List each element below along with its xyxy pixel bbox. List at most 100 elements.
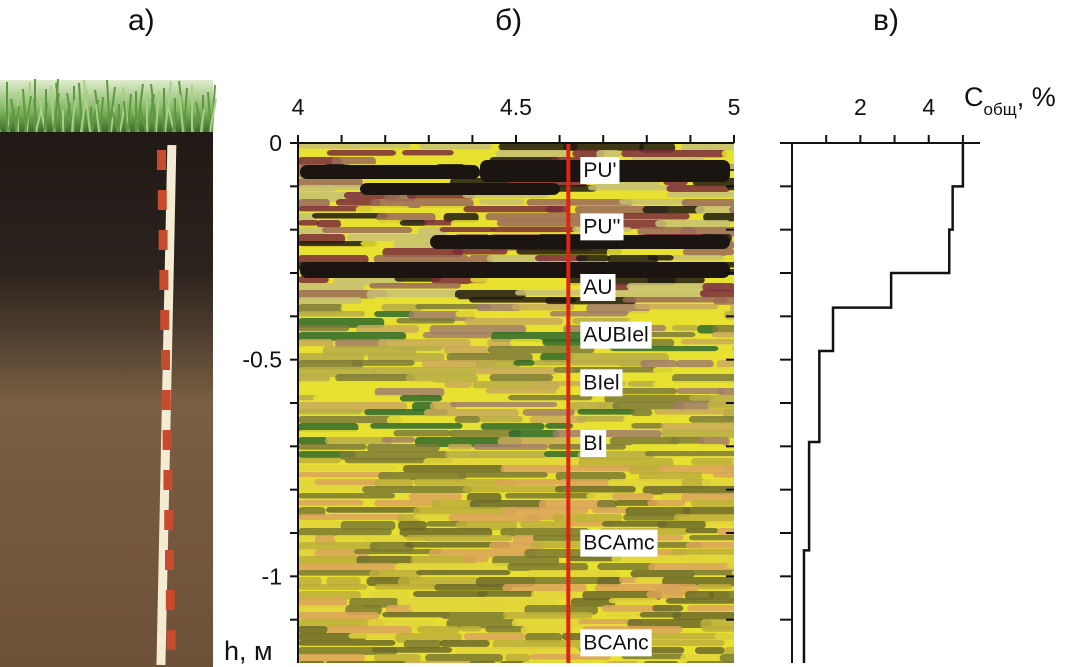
radargram-band [511, 304, 575, 311]
radargram-band [491, 227, 577, 233]
radargram-band [687, 556, 734, 565]
radargram-band [505, 493, 596, 499]
radargram-band [448, 430, 521, 437]
radargram-band [298, 626, 328, 634]
radargram-band [513, 360, 536, 366]
radargram-band [665, 598, 734, 604]
radargram-band [688, 416, 734, 423]
radargram-band [470, 451, 548, 459]
horizon-label-box [580, 369, 623, 397]
radargram-band [312, 395, 422, 402]
horizon-label: AU [580, 274, 616, 301]
radargram-band [689, 535, 734, 541]
measuring-rod [156, 144, 177, 666]
carbon-axis-label: Собщ, % [964, 82, 1056, 119]
radargram-band [576, 255, 610, 262]
radargram-band [434, 584, 513, 591]
rod-stripe [161, 350, 170, 370]
radargram-band [455, 311, 513, 318]
radargram-band [634, 577, 667, 586]
radargram-band [368, 591, 410, 599]
grass-blade [99, 96, 104, 133]
radargram-band [647, 500, 686, 507]
radargram-band [485, 213, 582, 221]
radargram-band [717, 528, 734, 536]
radargram-band [298, 612, 380, 620]
radargram-band [477, 591, 535, 597]
radargram-band [696, 584, 733, 590]
radargram-band [298, 143, 363, 149]
radargram-band [373, 381, 435, 390]
radargram-band [413, 479, 517, 486]
grass-blade [139, 107, 147, 133]
radargram-band [508, 395, 593, 401]
radargram-band [659, 465, 734, 474]
radargram-band [399, 528, 493, 537]
radargram-band [298, 640, 396, 646]
radargram-band [457, 472, 548, 478]
radargram-band [554, 486, 636, 493]
radargram-band [522, 409, 575, 416]
radargram-band [731, 458, 734, 466]
radargram-band [731, 570, 734, 576]
rod-stripe [164, 510, 174, 530]
radargram-band [706, 143, 734, 152]
radargram-band [476, 304, 521, 312]
radargram-band [474, 367, 558, 375]
radargram-band [723, 591, 734, 599]
radargram-band [439, 640, 490, 647]
radargram-band [729, 206, 734, 214]
grass-blade [111, 110, 119, 133]
radargram-band [454, 416, 481, 423]
radargram-band [429, 402, 457, 411]
radargram-band [335, 374, 416, 382]
x-tick-label-b: 5 [728, 94, 741, 120]
radargram-band [500, 465, 569, 474]
grass-blade [55, 82, 63, 133]
radargram-band [479, 416, 523, 423]
grass-blade [200, 108, 205, 133]
radargram-reflection [430, 235, 730, 249]
grass-blade [110, 106, 115, 133]
radargram-band [428, 549, 538, 558]
rod-stripe [160, 310, 170, 330]
radargram-band [316, 220, 342, 228]
grass-blade [127, 93, 132, 133]
y-ticks-b: 0 -0.5 -1 [242, 130, 734, 621]
radargram-band [708, 591, 730, 599]
radargram-band [655, 220, 731, 228]
radargram-band [374, 479, 414, 489]
radargram-band [619, 199, 690, 205]
radargram-band [298, 220, 320, 226]
horizon-label: PU'' [580, 213, 624, 241]
radargram-band [448, 514, 542, 523]
radargram-band [298, 549, 319, 558]
radargram-band [298, 227, 328, 235]
radargram-band [487, 346, 595, 354]
radargram-band [573, 423, 626, 431]
radargram-band [689, 395, 715, 401]
radargram-band [721, 465, 734, 471]
radargram-band [298, 500, 364, 506]
radargram-band [371, 367, 477, 376]
grass-blade [108, 86, 116, 133]
radargram-band [675, 360, 714, 368]
radargram-band [450, 220, 499, 228]
radargram-band [596, 150, 621, 159]
radargram-band [351, 360, 415, 366]
radargram-band [479, 199, 525, 205]
horizon-label-text: AUBIel [583, 324, 648, 347]
radargram-band [545, 206, 571, 213]
radargram-band [331, 157, 376, 167]
x-tick-label-c: 2 [854, 94, 867, 120]
radargram-band [423, 409, 519, 418]
radargram-band [450, 402, 558, 408]
radargram-band [611, 493, 654, 500]
radargram-band [398, 577, 478, 587]
radargram-band [500, 507, 589, 514]
radargram-band [511, 647, 578, 655]
radargram-band [399, 395, 443, 402]
radargram-band [446, 619, 517, 629]
radargram-band [619, 577, 641, 583]
